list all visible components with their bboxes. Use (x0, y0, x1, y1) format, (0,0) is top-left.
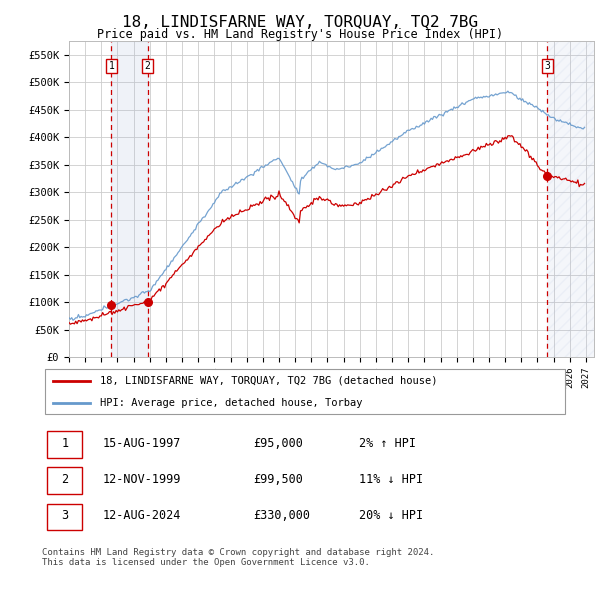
Text: 11% ↓ HPI: 11% ↓ HPI (359, 473, 423, 486)
Text: 18, LINDISFARNE WAY, TORQUAY, TQ2 7BG: 18, LINDISFARNE WAY, TORQUAY, TQ2 7BG (122, 15, 478, 30)
FancyBboxPatch shape (47, 504, 82, 530)
Text: 12-NOV-1999: 12-NOV-1999 (103, 473, 181, 486)
FancyBboxPatch shape (47, 431, 82, 458)
Bar (547, 41, 594, 357)
Text: 1: 1 (61, 437, 68, 450)
Text: £330,000: £330,000 (253, 509, 310, 522)
Text: £95,000: £95,000 (253, 437, 303, 450)
Text: 2% ↑ HPI: 2% ↑ HPI (359, 437, 416, 450)
FancyBboxPatch shape (44, 369, 565, 414)
Text: HPI: Average price, detached house, Torbay: HPI: Average price, detached house, Torb… (100, 398, 362, 408)
Text: Contains HM Land Registry data © Crown copyright and database right 2024.
This d: Contains HM Land Registry data © Crown c… (42, 548, 434, 567)
Bar (547, 41, 594, 357)
Text: 2: 2 (61, 473, 68, 486)
FancyBboxPatch shape (47, 467, 82, 494)
Text: 20% ↓ HPI: 20% ↓ HPI (359, 509, 423, 522)
Text: 3: 3 (545, 61, 550, 71)
Text: £99,500: £99,500 (253, 473, 303, 486)
Text: 12-AUG-2024: 12-AUG-2024 (103, 509, 181, 522)
Text: 15-AUG-1997: 15-AUG-1997 (103, 437, 181, 450)
Bar (112, 41, 148, 357)
Text: 18, LINDISFARNE WAY, TORQUAY, TQ2 7BG (detached house): 18, LINDISFARNE WAY, TORQUAY, TQ2 7BG (d… (100, 376, 437, 386)
Text: 2: 2 (145, 61, 151, 71)
Text: Price paid vs. HM Land Registry's House Price Index (HPI): Price paid vs. HM Land Registry's House … (97, 28, 503, 41)
Text: 1: 1 (109, 61, 114, 71)
Text: 3: 3 (61, 509, 68, 522)
